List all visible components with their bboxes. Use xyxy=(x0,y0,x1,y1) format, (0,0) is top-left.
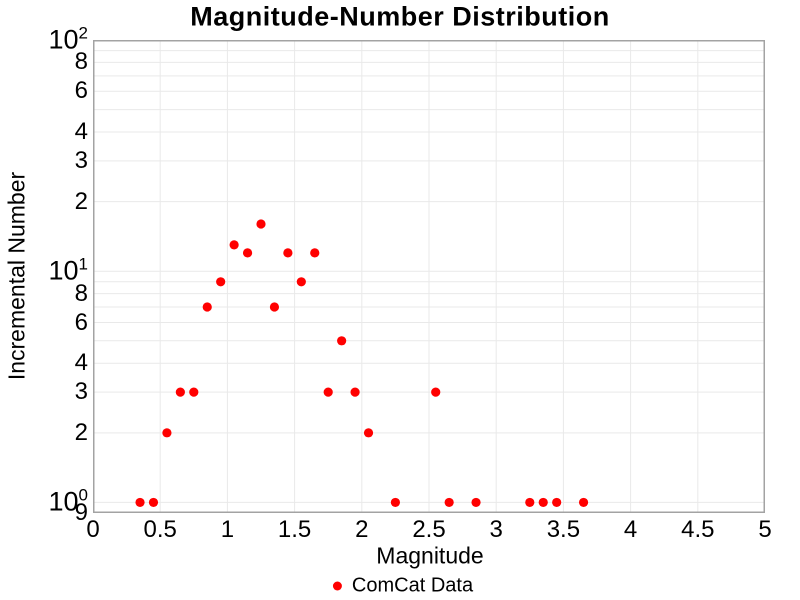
data-point xyxy=(135,497,145,508)
x-tick-label: 2 xyxy=(355,516,369,543)
data-point xyxy=(552,497,562,508)
x-axis-label: Magnitude xyxy=(376,542,484,569)
y-tick-label: 9 xyxy=(74,499,88,526)
legend: ComCat Data xyxy=(332,574,474,598)
chart-title: Magnitude-Number Distribution xyxy=(190,1,610,32)
data-point xyxy=(175,387,185,397)
data-point xyxy=(216,277,226,287)
y-tick-label: 4 xyxy=(74,118,88,145)
x-tick-label: 3.5 xyxy=(546,516,581,543)
data-point xyxy=(229,240,239,250)
data-point xyxy=(283,248,293,258)
x-tick-label: 1.5 xyxy=(277,516,312,543)
plot-area xyxy=(93,40,765,513)
data-point xyxy=(148,497,159,508)
y-tick-label: 8 xyxy=(74,279,88,307)
legend-label: ComCat Data xyxy=(351,574,474,597)
data-point xyxy=(471,497,481,508)
y-tick-label: 2 xyxy=(74,187,88,215)
x-tick-label: 4 xyxy=(623,516,638,543)
y-tick-label: 6 xyxy=(74,77,88,105)
data-point xyxy=(269,302,280,312)
x-tick-label: 0 xyxy=(86,516,100,543)
data-point xyxy=(296,277,306,287)
data-point xyxy=(162,428,172,438)
data-point xyxy=(256,219,266,229)
y-tick-label: 4 xyxy=(74,349,88,377)
data-point xyxy=(578,497,589,508)
y-tick-label: 100 xyxy=(48,485,88,517)
plot-frame xyxy=(93,40,765,513)
data-point xyxy=(242,248,253,258)
data-point xyxy=(350,387,360,397)
data-point xyxy=(310,248,320,258)
y-tick-label: 3 xyxy=(74,146,88,174)
y-tick-label: 6 xyxy=(74,308,88,336)
y-axis-label: Incremental Number xyxy=(3,171,30,381)
data-point xyxy=(431,387,441,397)
legend-marker-icon xyxy=(332,581,342,591)
data-point xyxy=(444,497,454,508)
data-point xyxy=(202,302,212,312)
data-point xyxy=(337,336,347,346)
y-tick-label: 102 xyxy=(48,23,88,55)
x-tick-label: 1 xyxy=(220,516,235,543)
x-tick-label: 2.5 xyxy=(412,516,446,543)
data-point xyxy=(525,497,535,508)
x-tick-label: 0.5 xyxy=(143,516,177,543)
data-point xyxy=(323,387,333,397)
data-point xyxy=(363,428,374,438)
y-tick-label: 3 xyxy=(74,378,88,406)
data-point xyxy=(189,387,199,397)
data-point xyxy=(390,497,400,508)
data-point xyxy=(538,497,548,508)
x-tick-label: 3 xyxy=(489,516,503,543)
scatter-plot xyxy=(93,40,765,513)
y-tick-label: 2 xyxy=(74,418,88,446)
y-tick-label: 101 xyxy=(48,254,88,286)
x-tick-label: 4.5 xyxy=(681,516,715,543)
y-tick-label: 8 xyxy=(74,48,88,76)
x-tick-label: 5 xyxy=(758,516,772,543)
